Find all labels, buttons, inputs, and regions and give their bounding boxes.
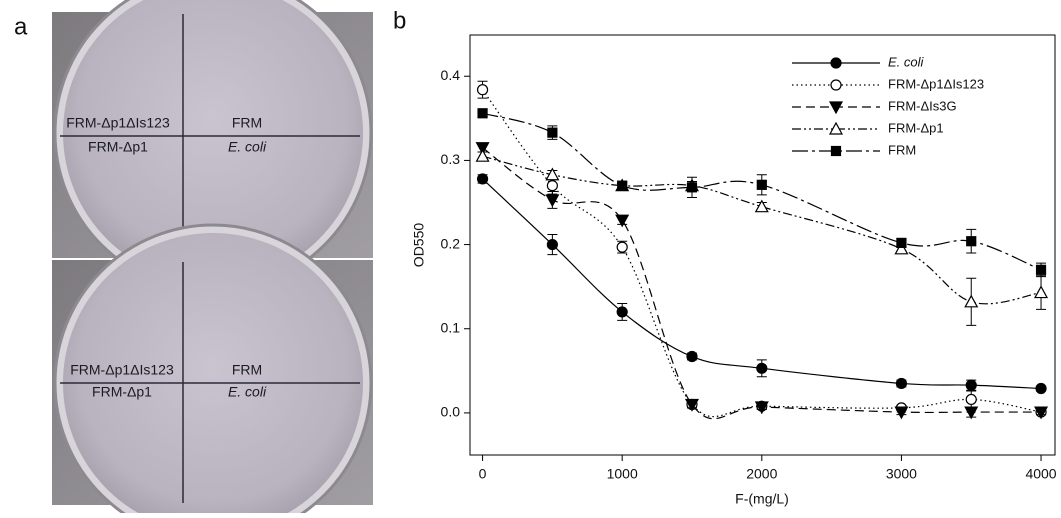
legend-label: FRM-Δp1ΔIs123 [888,76,984,91]
x-tick-label: 3000 [886,466,917,482]
marker [546,238,558,251]
y-tick-label: 0.2 [441,235,461,251]
marker [965,379,977,391]
marker [896,237,907,248]
marker [894,241,909,255]
marker [476,84,489,96]
plate-label: FRM [232,362,262,378]
series-line [482,89,1042,418]
marker [1034,406,1049,420]
series [477,108,1047,278]
plate-label: FRM [232,115,262,131]
marker [686,350,698,363]
plate-photo: FRM-Δp1ΔIs123 FRM FRM-Δp1 E. coli [52,0,373,293]
legend-label: E. coli [888,54,925,69]
y-tick-label: 0.1 [441,319,461,335]
panel-label: a [14,13,28,40]
x-tick-label: 0 [479,466,487,482]
series-line [482,112,1042,271]
marker [756,179,767,190]
legend-label: FRM-ΔIs3G [888,98,957,113]
marker [477,108,488,119]
marker [756,362,768,374]
plate-label: FRM-Δp1ΔIs123 [70,362,174,378]
marker [830,145,842,157]
marker [615,214,630,228]
panel-label: b [393,7,406,34]
marker [964,406,979,420]
marker [754,199,769,213]
y-tick-label: 0.3 [441,151,461,167]
plate-label: E. coli [228,139,267,155]
marker [966,236,977,247]
plate-label: FRM-Δp1 [92,384,152,400]
x-tick-label: 1000 [607,466,638,482]
marker [684,398,700,412]
marker [546,180,558,192]
y-tick-label: 0.4 [441,67,461,83]
marker [964,294,979,308]
marker [617,180,628,191]
x-axis-label: F-(mg/L) [735,491,789,507]
marker [1035,264,1047,275]
x-tick-label: 2000 [746,466,777,482]
series-line [482,155,1042,305]
marker [1035,382,1047,395]
marker [754,401,769,415]
series-line [482,178,1042,390]
marker [547,127,558,138]
series [476,173,1047,395]
legend-label: FRM [888,142,916,157]
legend-label: FRM-Δp1 [888,120,944,135]
marker [894,406,909,420]
marker [545,167,560,181]
x-tick-label: 4000 [1025,466,1056,482]
marker [686,182,698,193]
plate-photo: FRM-Δp1ΔIs123 FRM FRM-Δp1 E. coli [52,223,373,518]
plate-label: E. coli [228,384,267,400]
series [475,142,1049,420]
y-tick-label: 0.0 [441,404,461,420]
marker [475,148,490,162]
marker [965,393,977,406]
marker [616,306,628,318]
marker [616,241,628,253]
y-axis-label: OD550 [411,223,427,268]
series [475,148,1049,326]
marker [545,194,560,208]
marker [1034,285,1049,299]
plate-label: FRM-Δp1ΔIs123 [66,115,170,131]
marker [830,79,842,91]
marker [476,173,489,185]
legend: E. coli FRM-Δp1ΔIs123 FRM-ΔIs3G FRM-Δp1 FRM [792,54,984,157]
marker [828,121,844,135]
marker [475,142,490,156]
marker [895,377,908,390]
plate-label: FRM-Δp1 [88,139,148,155]
series-line [482,147,1042,420]
marker [830,57,842,69]
marker [828,101,844,115]
